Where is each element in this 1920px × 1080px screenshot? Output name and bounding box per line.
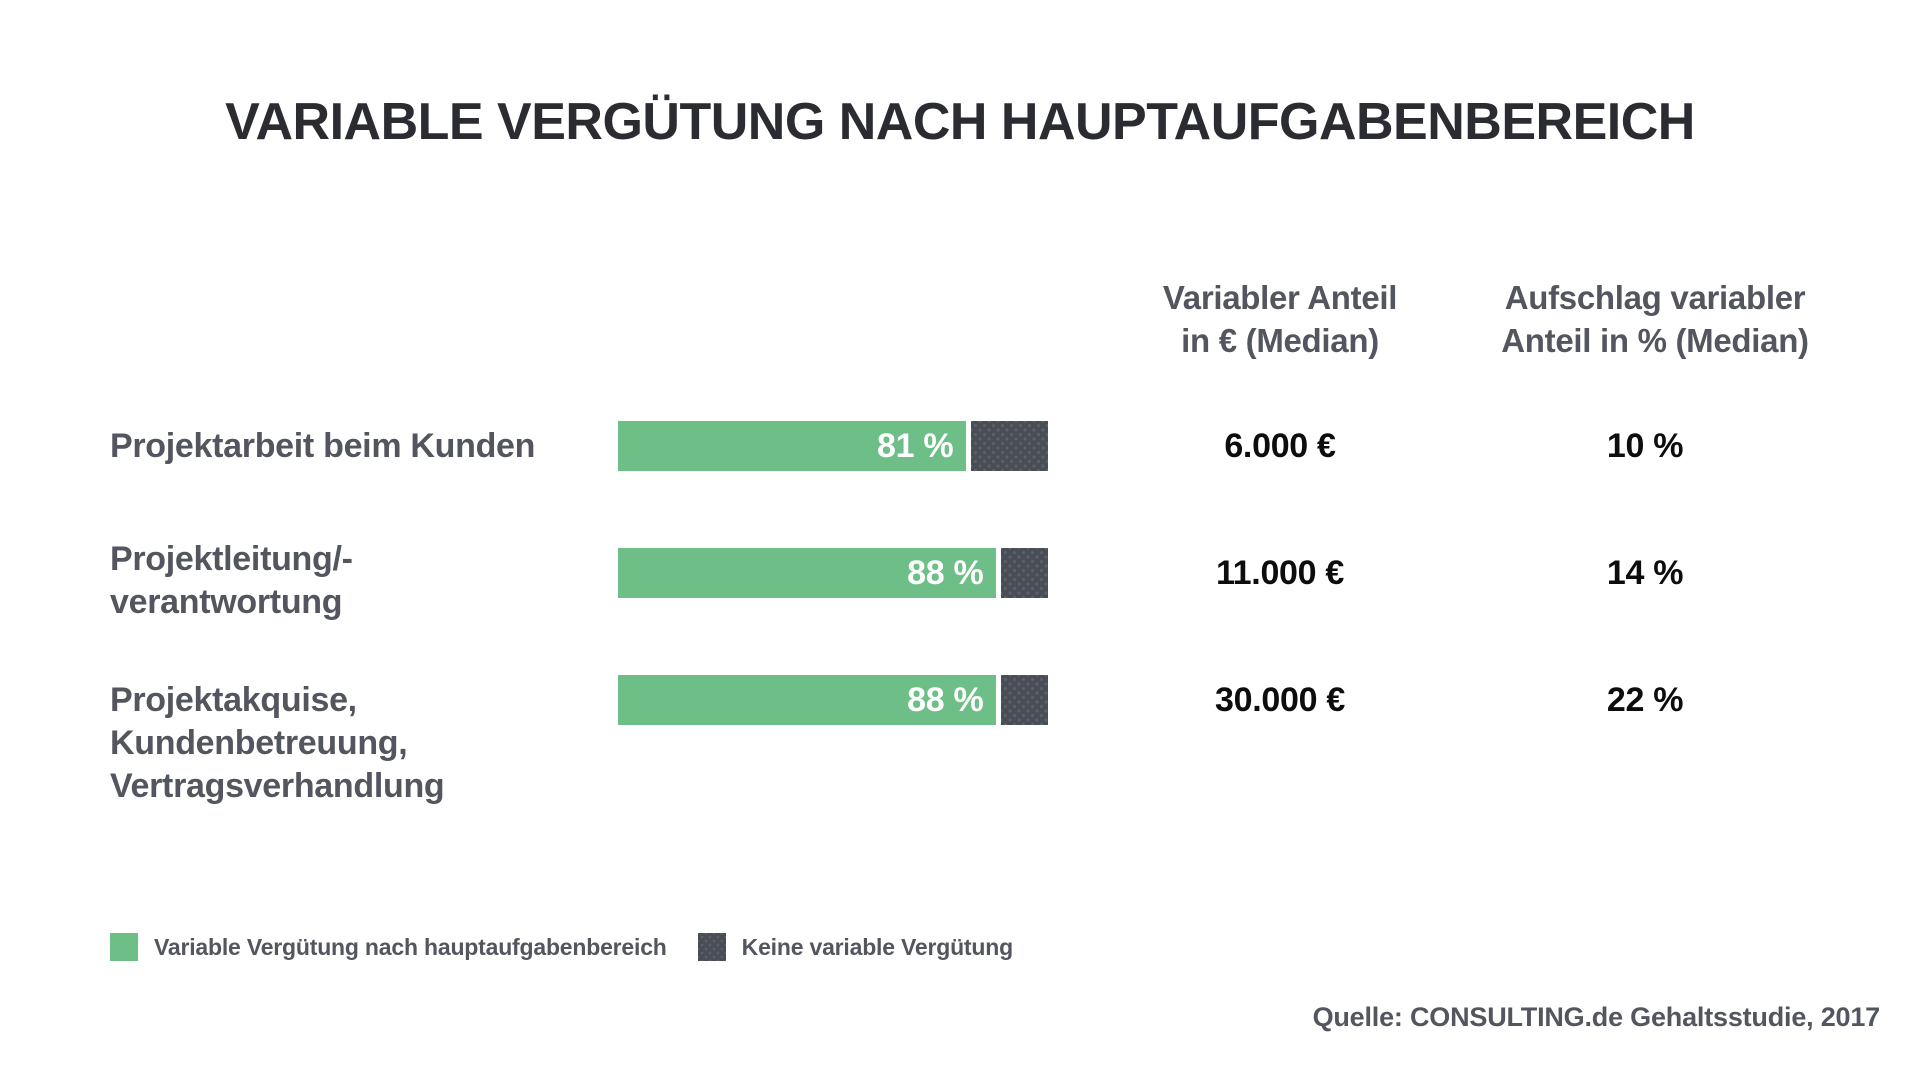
source-note: Quelle: CONSULTING.de Gehaltsstudie, 201… <box>1312 1002 1881 1032</box>
value-euro-projektleitung: 11.000 € <box>1215 554 1345 592</box>
bar-value-label: 81 % <box>877 426 954 465</box>
column-header-percent-line1: Aufschlag variabler <box>1504 279 1806 316</box>
row-label-line: Projektakquise, <box>110 681 357 719</box>
legend-swatch-green-icon <box>110 933 138 961</box>
column-header-euro-line2: in € (Median) <box>1181 322 1379 359</box>
bar-segment-keine-variable <box>1001 548 1048 598</box>
value-euro-projektakquise: 30.000 € <box>1215 681 1345 719</box>
bar-segment-variable: 81 % <box>618 421 967 471</box>
bar-row-projektleitung: 88 % <box>618 548 1048 598</box>
value-percent-projektakquise: 22 % <box>1606 681 1684 719</box>
legend: Variable Vergütung nach hauptaufgabenber… <box>110 933 1013 961</box>
bar-row-projektakquise: 88 % <box>618 675 1048 725</box>
column-header-percent-line2: Anteil in % (Median) <box>1501 322 1809 359</box>
column-header-euro-line1: Variabler Anteil <box>1162 279 1398 316</box>
legend-label: Keine variable Vergütung <box>741 933 1013 960</box>
row-label-projektarbeit: Projektarbeit beim Kunden <box>110 425 590 468</box>
column-header-euro: Variabler Anteil in € (Median) <box>1080 276 1480 362</box>
bar-segment-keine-variable <box>1001 675 1048 725</box>
row-label-line: verantwortung <box>110 583 343 621</box>
legend-item-keine-variable-verguetung: Keine variable Vergütung <box>697 933 1013 961</box>
row-label-line: Kundenbetreuung, <box>110 724 408 762</box>
row-label-projektleitung: Projektleitung/- verantwortung <box>110 538 590 624</box>
legend-label: Variable Vergütung nach hauptaufgabenber… <box>154 933 667 960</box>
value-percent-projektarbeit: 10 % <box>1606 427 1684 465</box>
bar-segment-variable: 88 % <box>618 548 997 598</box>
legend-item-variable-verguetung: Variable Vergütung nach hauptaufgabenber… <box>110 933 667 961</box>
value-percent-projektleitung: 14 % <box>1606 554 1684 592</box>
value-euro-projektarbeit: 6.000 € <box>1224 427 1336 465</box>
bar-value-label: 88 % <box>907 680 984 719</box>
row-label-line: Projektarbeit beim Kunden <box>110 427 536 465</box>
row-label-projektakquise: Projektakquise, Kundenbetreuung, Vertrag… <box>110 679 590 808</box>
chart-title: VARIABLE VERGÜTUNG NACH HAUPTAUFGABENBER… <box>225 93 1695 151</box>
bar-value-label: 88 % <box>907 553 984 592</box>
row-label-line: Vertragsverhandlung <box>110 767 445 805</box>
row-label-line: Projektleitung/- <box>110 540 353 578</box>
bar-row-projektarbeit: 81 % <box>618 421 1048 471</box>
bar-segment-keine-variable <box>971 421 1048 471</box>
bar-segment-variable: 88 % <box>618 675 997 725</box>
legend-swatch-dark-icon <box>697 933 726 961</box>
column-header-percent: Aufschlag variabler Anteil in % (Median) <box>1450 276 1860 362</box>
